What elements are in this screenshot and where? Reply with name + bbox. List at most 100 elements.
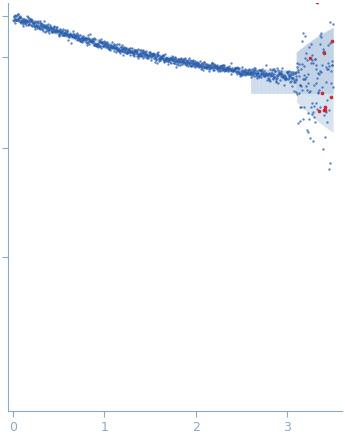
- Point: [275, 71, 280, 78]
- Point: [157, 55, 162, 62]
- Point: [38, 22, 43, 29]
- Point: [305, 70, 310, 77]
- Point: [255, 69, 261, 76]
- Point: [175, 55, 181, 62]
- Point: [227, 64, 232, 71]
- Point: [106, 43, 112, 50]
- Point: [125, 48, 130, 55]
- Point: [13, 12, 19, 19]
- Point: [222, 66, 227, 73]
- Point: [81, 34, 87, 41]
- Point: [256, 73, 262, 80]
- Point: [165, 55, 170, 62]
- Point: [104, 40, 109, 47]
- Point: [314, 105, 320, 112]
- Point: [279, 70, 285, 77]
- Point: [285, 76, 290, 83]
- Point: [233, 64, 239, 71]
- Point: [253, 70, 259, 77]
- Point: [87, 37, 92, 44]
- Point: [66, 32, 71, 39]
- Point: [19, 18, 25, 25]
- Point: [93, 42, 98, 49]
- Point: [30, 17, 35, 24]
- Point: [309, 99, 315, 106]
- Point: [180, 59, 186, 66]
- Point: [90, 36, 95, 43]
- Point: [290, 70, 296, 77]
- Point: [127, 45, 132, 52]
- Point: [290, 75, 296, 82]
- Point: [322, 107, 327, 114]
- Point: [254, 67, 260, 74]
- Point: [20, 21, 26, 28]
- Point: [214, 63, 220, 70]
- Point: [250, 68, 255, 75]
- Point: [59, 27, 65, 34]
- Point: [59, 28, 64, 35]
- Point: [169, 52, 175, 59]
- Point: [267, 77, 273, 84]
- Point: [41, 28, 46, 35]
- Point: [261, 67, 267, 74]
- Point: [257, 73, 262, 80]
- Point: [255, 69, 260, 76]
- Point: [276, 69, 282, 76]
- Point: [279, 73, 285, 80]
- Point: [145, 54, 150, 61]
- Point: [253, 69, 258, 76]
- Point: [164, 54, 170, 61]
- Point: [92, 35, 98, 42]
- Point: [212, 62, 218, 69]
- Point: [20, 17, 25, 24]
- Point: [306, 79, 311, 86]
- Point: [85, 35, 90, 42]
- Point: [130, 49, 135, 56]
- Point: [303, 74, 309, 81]
- Point: [152, 52, 158, 59]
- Point: [55, 27, 60, 34]
- Point: [70, 33, 75, 40]
- Point: [193, 59, 198, 66]
- Point: [251, 66, 257, 73]
- Point: [27, 17, 32, 24]
- Point: [29, 19, 34, 26]
- Point: [48, 26, 53, 33]
- Point: [43, 28, 49, 35]
- Point: [234, 68, 239, 75]
- Point: [126, 47, 131, 54]
- Point: [176, 55, 182, 62]
- Point: [28, 15, 33, 22]
- Point: [166, 57, 171, 64]
- Point: [63, 31, 69, 38]
- Point: [39, 26, 45, 33]
- Point: [306, 88, 312, 95]
- Point: [100, 42, 106, 49]
- Point: [136, 52, 142, 59]
- Point: [215, 62, 220, 69]
- Point: [112, 45, 117, 52]
- Point: [302, 72, 307, 79]
- Point: [146, 48, 152, 55]
- Point: [163, 58, 169, 65]
- Point: [179, 60, 184, 67]
- Point: [231, 66, 237, 73]
- Point: [170, 57, 176, 64]
- Point: [68, 32, 73, 39]
- Point: [47, 26, 52, 33]
- Point: [40, 22, 45, 29]
- Point: [281, 75, 287, 82]
- Point: [30, 21, 36, 28]
- Point: [27, 19, 32, 26]
- Point: [150, 51, 156, 58]
- Point: [139, 53, 145, 60]
- Point: [197, 62, 203, 69]
- Point: [316, 86, 322, 93]
- Point: [83, 38, 88, 45]
- Point: [94, 42, 99, 49]
- Point: [155, 49, 160, 56]
- Point: [140, 54, 146, 61]
- Point: [236, 65, 241, 72]
- Point: [128, 49, 134, 55]
- Point: [274, 75, 279, 82]
